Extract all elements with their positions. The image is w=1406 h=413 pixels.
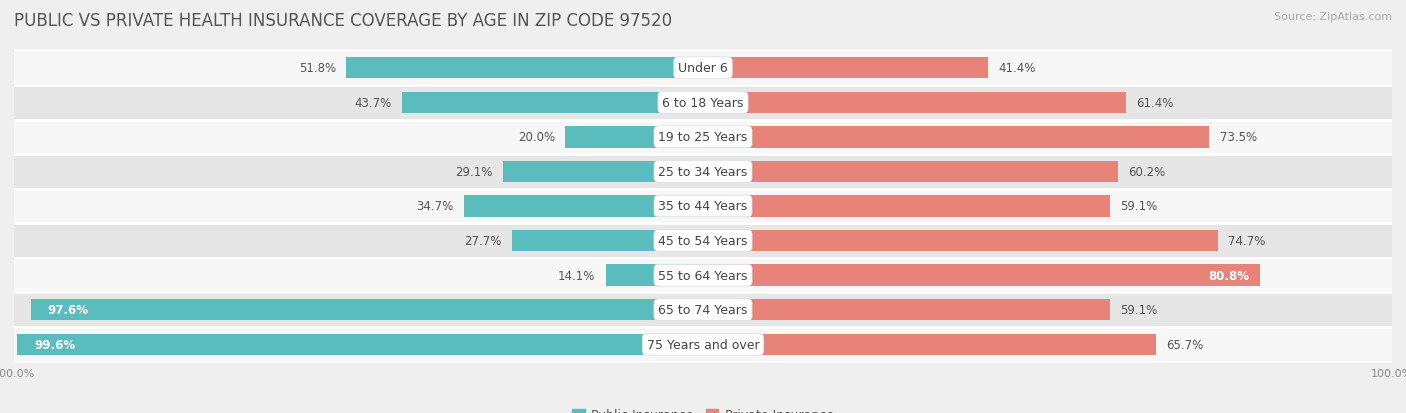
Bar xyxy=(703,265,1260,286)
Bar xyxy=(512,230,703,252)
Text: 59.1%: 59.1% xyxy=(1121,200,1157,213)
Text: 51.8%: 51.8% xyxy=(298,62,336,75)
Text: 61.4%: 61.4% xyxy=(1136,97,1174,109)
Text: Under 6: Under 6 xyxy=(678,62,728,75)
Bar xyxy=(703,161,1118,183)
Text: 25 to 34 Years: 25 to 34 Years xyxy=(658,166,748,178)
Text: 41.4%: 41.4% xyxy=(998,62,1036,75)
Bar xyxy=(606,265,703,286)
Text: 74.7%: 74.7% xyxy=(1227,235,1265,247)
Text: 43.7%: 43.7% xyxy=(354,97,392,109)
Text: 55 to 64 Years: 55 to 64 Years xyxy=(658,269,748,282)
Text: 35 to 44 Years: 35 to 44 Years xyxy=(658,200,748,213)
Text: 27.7%: 27.7% xyxy=(464,235,502,247)
Bar xyxy=(14,120,1392,155)
Bar xyxy=(703,299,1111,320)
Bar xyxy=(14,155,1392,189)
Text: 65.7%: 65.7% xyxy=(1166,338,1204,351)
Bar xyxy=(402,93,703,114)
Bar xyxy=(14,51,1392,86)
Bar xyxy=(703,93,1126,114)
Text: 34.7%: 34.7% xyxy=(416,200,454,213)
Bar xyxy=(565,127,703,148)
Text: Source: ZipAtlas.com: Source: ZipAtlas.com xyxy=(1274,12,1392,22)
Bar xyxy=(703,127,1209,148)
Text: 59.1%: 59.1% xyxy=(1121,304,1157,316)
Bar xyxy=(703,196,1111,217)
Text: 45 to 54 Years: 45 to 54 Years xyxy=(658,235,748,247)
Bar xyxy=(14,189,1392,224)
Bar xyxy=(703,334,1156,355)
Text: 80.8%: 80.8% xyxy=(1208,269,1250,282)
Bar xyxy=(14,293,1392,327)
Bar xyxy=(14,224,1392,258)
Bar xyxy=(346,58,703,79)
Bar xyxy=(31,299,703,320)
Text: 97.6%: 97.6% xyxy=(48,304,89,316)
Bar xyxy=(502,161,703,183)
Text: 29.1%: 29.1% xyxy=(454,166,492,178)
Bar xyxy=(703,230,1218,252)
Bar xyxy=(14,258,1392,293)
Bar xyxy=(703,58,988,79)
Bar xyxy=(14,86,1392,120)
Text: 19 to 25 Years: 19 to 25 Years xyxy=(658,131,748,144)
Text: 99.6%: 99.6% xyxy=(34,338,75,351)
Text: 6 to 18 Years: 6 to 18 Years xyxy=(662,97,744,109)
Bar xyxy=(464,196,703,217)
Legend: Public Insurance, Private Insurance: Public Insurance, Private Insurance xyxy=(567,404,839,413)
Text: 20.0%: 20.0% xyxy=(517,131,555,144)
Text: 60.2%: 60.2% xyxy=(1128,166,1166,178)
Bar xyxy=(14,327,1392,362)
Text: 65 to 74 Years: 65 to 74 Years xyxy=(658,304,748,316)
Text: 75 Years and over: 75 Years and over xyxy=(647,338,759,351)
Text: PUBLIC VS PRIVATE HEALTH INSURANCE COVERAGE BY AGE IN ZIP CODE 97520: PUBLIC VS PRIVATE HEALTH INSURANCE COVER… xyxy=(14,12,672,30)
Bar xyxy=(17,334,703,355)
Text: 73.5%: 73.5% xyxy=(1219,131,1257,144)
Text: 14.1%: 14.1% xyxy=(558,269,596,282)
